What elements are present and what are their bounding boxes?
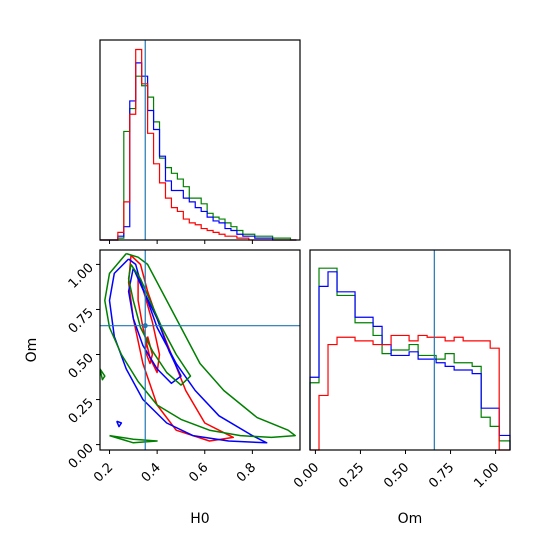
om-histogram-panel: 0.00 0.25 0.50 0.75 1.00: [291, 249, 511, 491]
hist-series-2: [309, 267, 511, 450]
om-x-tick-label-1: 0.25: [336, 460, 367, 491]
om-x-tick-label-2: 0.50: [381, 460, 412, 491]
hist-series-0: [310, 334, 510, 451]
hist-series-1: [309, 271, 511, 450]
h0-tick-label-3: 0.8: [234, 460, 259, 485]
om-x-tick-label-4: 1.00: [471, 460, 502, 491]
hist-series-0: [100, 48, 297, 241]
h0-tick-label-2: 0.6: [186, 460, 211, 485]
x-axis-label-h0: H0: [190, 511, 209, 527]
h0-histogram-frame: [99, 39, 301, 241]
h0-histogram-panel: [99, 39, 301, 244]
axis-labels: H0 Om Om: [24, 338, 422, 527]
contour-series-1-2: [116, 420, 123, 428]
om-y-tick-label-4: 1.00: [66, 261, 97, 292]
contour-series-1-1: [127, 267, 182, 385]
h0-tick-label-0: 0.2: [91, 460, 116, 485]
joint-contours: [100, 252, 296, 444]
truth-point: [142, 323, 148, 329]
om-histogram-frame: [309, 249, 511, 451]
h0-tick-label-1: 0.4: [139, 460, 164, 485]
om-y-tick-label-2: 0.50: [66, 351, 97, 382]
contour-series-0-1: [137, 273, 161, 374]
y-axis-label-om: Om: [24, 338, 40, 363]
contour-series-2-1: [127, 263, 192, 386]
om-y-tick-label-3: 0.75: [66, 306, 97, 337]
contour-series-2-0: [104, 252, 296, 439]
om-y-tick-label-0: 0.00: [66, 441, 97, 472]
om-y-tick-label-1: 0.25: [66, 396, 97, 427]
h0-om-contour-panel: 0.2 0.4 0.6 0.8 0.00 0.25 0.50 0.75 1.00: [66, 249, 301, 485]
contour-series-2-3: [109, 434, 158, 444]
om-x-tick-label-0: 0.00: [291, 460, 322, 491]
contour-series-1-0: [108, 258, 268, 444]
contour-series-2-2: [100, 368, 106, 381]
om-x-tick-label-3: 0.75: [426, 460, 457, 491]
joint-frame: [99, 249, 301, 451]
x-axis-label-om: Om: [398, 511, 423, 527]
